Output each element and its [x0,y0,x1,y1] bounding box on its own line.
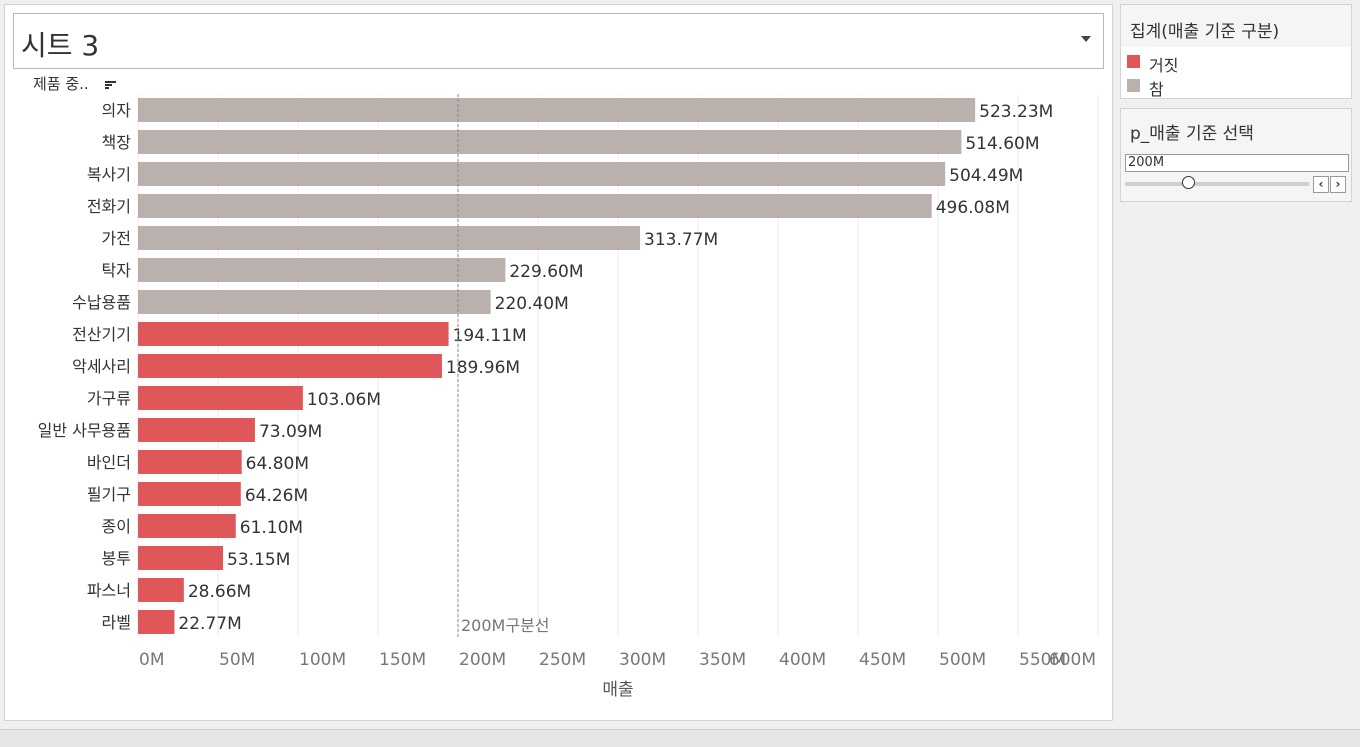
bar[interactable] [138,546,224,570]
value-label: 64.80M [246,454,309,474]
bar[interactable] [138,322,449,346]
parameter-value-input[interactable]: 200M [1125,154,1349,172]
category-label: 탁자 [102,261,132,280]
legend-label: 참 [1149,80,1164,99]
bar[interactable] [138,418,255,442]
value-label: 53.15M [227,550,290,570]
value-label: 313.77M [644,230,718,250]
legend-body: 거짓 참 [1121,47,1351,99]
category-label: 가전 [102,229,131,248]
legend-title: 집계(매출 기준 구분) [1130,22,1280,42]
x-tick-label: 550M [1019,650,1066,670]
value-label: 504.49M [949,166,1023,186]
value-label: 61.10M [240,518,303,538]
title-box: 시트 3 [13,13,1104,69]
x-tick-label: 400M [779,650,826,670]
value-label: 28.66M [188,582,251,602]
bar[interactable] [138,98,976,122]
value-label: 514.60M [965,134,1039,154]
value-label: 103.06M [307,390,381,410]
bar[interactable] [138,258,506,282]
worksheet-panel: 시트 3 제품 중.. 의자 523.23M 책장 514.60M 복사기 504.49M… [4,4,1113,721]
x-tick-label: 150M [379,650,426,670]
category-label: 종이 [102,517,131,536]
category-label: 악세사리 [72,357,131,376]
category-label: 봉투 [102,549,131,568]
parameter-slider-thumb[interactable] [1182,176,1195,189]
bar[interactable] [138,386,303,410]
x-tick-label: 500M [939,650,986,670]
field-header-product-category[interactable]: 제품 중.. [33,75,89,93]
x-tick-label: 50M [219,650,255,670]
bar[interactable] [138,514,236,538]
x-tick-label: 600M [1049,650,1096,670]
legend-swatch [1127,79,1140,92]
category-label: 수납용품 [72,293,131,312]
x-tick-label: 350M [699,650,746,670]
reference-line-label: 200M구분선 [461,616,550,635]
dropdown-arrow-icon[interactable] [1081,36,1091,42]
legend-label: 거짓 [1149,56,1179,75]
bar[interactable] [138,130,962,154]
legend-panel: 집계(매출 기준 구분) 거짓 참 [1120,4,1352,99]
x-tick-label: 100M [299,650,346,670]
x-tick-label: 200M [459,650,506,670]
category-label: 필기구 [87,485,131,504]
category-label: 전산기기 [72,325,131,344]
bar[interactable] [138,226,641,250]
value-label: 189.96M [446,358,520,378]
legend-swatch [1127,55,1140,68]
category-label: 일반 사무용품 [38,421,131,440]
value-label: 523.23M [979,102,1053,122]
status-bar [0,729,1360,747]
bar[interactable] [138,162,946,186]
category-label: 가구류 [87,389,131,408]
parameter-slider-track[interactable] [1125,182,1309,186]
step-back-button[interactable]: ‹ [1313,176,1329,193]
value-label: 64.26M [245,486,308,506]
category-label: 라벨 [102,613,131,632]
bar[interactable] [138,354,442,378]
x-tick-label: 250M [539,650,586,670]
value-label: 496.08M [936,198,1010,218]
x-tick-label: 300M [619,650,666,670]
sheet-title: 시트 3 [21,29,100,62]
value-label: 194.11M [453,326,527,346]
bar[interactable] [138,482,241,506]
bar[interactable] [138,450,242,474]
bar[interactable] [138,610,175,634]
category-label: 바인더 [87,453,131,472]
bar-chart: 의자 523.23M 책장 514.60M 복사기 504.49M 전화기 496.08M 가전… [38,94,1099,700]
x-axis-title: 매출 [602,680,633,700]
bar[interactable] [138,578,184,602]
bar[interactable] [138,194,932,218]
value-label: 229.60M [509,262,583,282]
step-forward-button[interactable]: › [1330,176,1346,193]
x-tick-label: 0M [139,650,164,670]
parameter-panel: p_매출 기준 선택 200M ‹ › [1120,108,1352,202]
x-tick-label: 450M [859,650,906,670]
category-label: 복사기 [87,165,131,184]
category-label: 의자 [102,101,132,120]
parameter-title: p_매출 기준 선택 [1130,124,1254,144]
category-label: 책장 [102,133,132,152]
value-label: 73.09M [259,422,322,442]
value-label: 220.40M [495,294,569,314]
category-label: 파스너 [87,581,131,600]
category-label: 전화기 [87,197,131,216]
bar[interactable] [138,290,491,314]
sort-icon[interactable] [105,79,117,91]
value-label: 22.77M [178,614,241,634]
